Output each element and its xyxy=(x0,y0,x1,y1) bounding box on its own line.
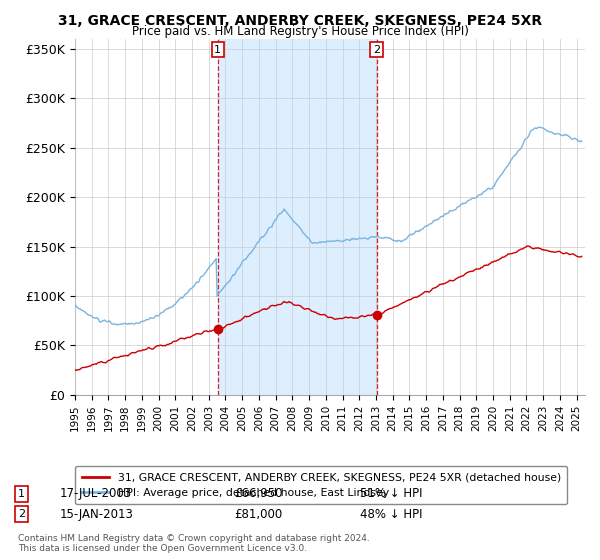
Bar xyxy=(218,39,377,395)
Text: 2: 2 xyxy=(373,45,380,54)
Text: 17-JUL-2003: 17-JUL-2003 xyxy=(60,487,132,501)
Legend: 31, GRACE CRESCENT, ANDERBY CREEK, SKEGNESS, PE24 5XR (detached house), HPI: Ave: 31, GRACE CRESCENT, ANDERBY CREEK, SKEGN… xyxy=(76,466,568,505)
Text: 31, GRACE CRESCENT, ANDERBY CREEK, SKEGNESS, PE24 5XR: 31, GRACE CRESCENT, ANDERBY CREEK, SKEGN… xyxy=(58,14,542,28)
Text: 15-JAN-2013: 15-JAN-2013 xyxy=(60,507,134,521)
Text: 1: 1 xyxy=(18,489,25,499)
Text: 2: 2 xyxy=(18,509,25,519)
Text: 51% ↓ HPI: 51% ↓ HPI xyxy=(360,487,422,501)
Text: Contains HM Land Registry data © Crown copyright and database right 2024.
This d: Contains HM Land Registry data © Crown c… xyxy=(18,534,370,553)
Text: 48% ↓ HPI: 48% ↓ HPI xyxy=(360,507,422,521)
Text: £81,000: £81,000 xyxy=(234,507,282,521)
Text: Price paid vs. HM Land Registry's House Price Index (HPI): Price paid vs. HM Land Registry's House … xyxy=(131,25,469,38)
Text: £66,950: £66,950 xyxy=(234,487,283,501)
Text: 1: 1 xyxy=(214,45,221,54)
